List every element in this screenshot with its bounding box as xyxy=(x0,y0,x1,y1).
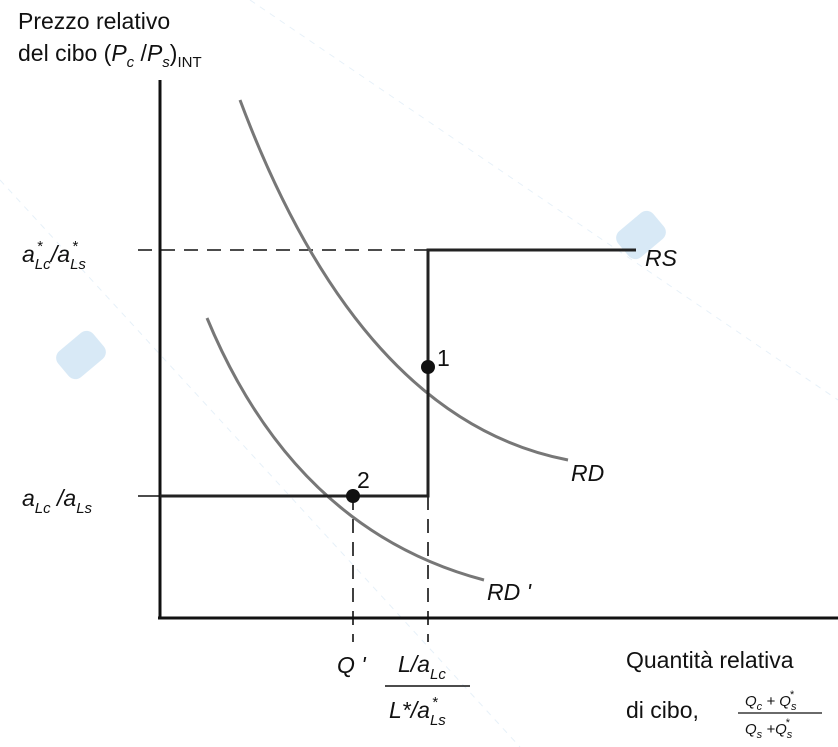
tick-label-endowment-ratio: L/aLc L*/aLs* xyxy=(385,651,470,729)
y-axis-title-line2: del cibo (Pc /Ps)INT xyxy=(18,40,202,71)
rd-curve xyxy=(238,99,569,462)
tick-label-foreign-ratio: aLc* /aLs* xyxy=(22,238,86,273)
x-axis-title-line1: Quantità relativa xyxy=(626,647,794,673)
rd-label: RD xyxy=(571,460,604,486)
x-axis-fraction: Qc + Qs* Qs +Qs* xyxy=(738,689,822,741)
rd-prime-label: RD ' xyxy=(487,579,533,605)
equilibrium-point-1 xyxy=(421,360,435,374)
rd-prime-curve xyxy=(205,317,485,582)
tick-label-q-prime: Q ' xyxy=(337,652,367,678)
svg-text:Qs +Qs*: Qs +Qs* xyxy=(745,717,793,741)
x-axis-title-line2: di cibo, xyxy=(626,697,699,723)
equilibrium-point-2 xyxy=(346,489,360,503)
point-2-label: 2 xyxy=(357,467,370,493)
svg-text:L/aLc: L/aLc xyxy=(398,651,446,683)
rs-label: RS xyxy=(645,245,678,271)
svg-text:L*/aLs*: L*/aLs* xyxy=(389,694,446,729)
svg-text:Qc + Qs*: Qc + Qs* xyxy=(745,689,797,713)
point-1-label: 1 xyxy=(437,345,450,371)
y-axis-title-line1: Prezzo relativo xyxy=(18,8,170,34)
tick-label-home-ratio: aLc /aLs xyxy=(22,485,93,517)
